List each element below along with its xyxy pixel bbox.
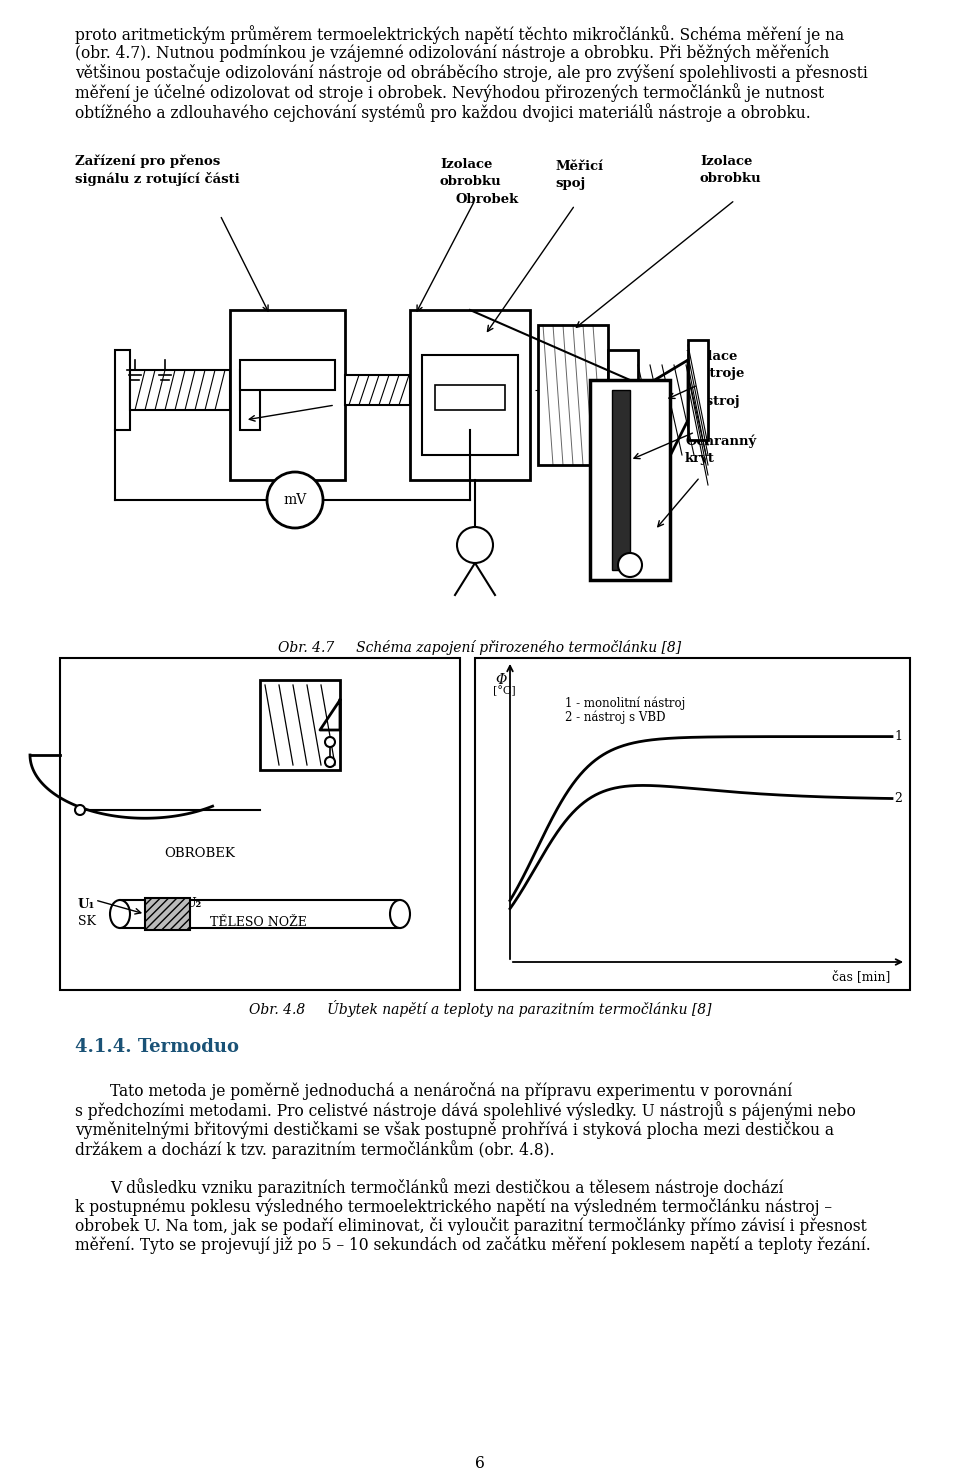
Ellipse shape [110, 899, 130, 928]
Bar [240, 370, 260, 430]
Text: nástroje: nástroje [685, 367, 745, 380]
Text: U: U [305, 709, 318, 724]
Text: k postupnému poklesu výsledného termoelektrického napětí na výsledném termočlánk: k postupnému poklesu výsledného termoele… [75, 1198, 832, 1215]
Text: Měřicí: Měřicí [555, 160, 603, 174]
Bar [422, 355, 518, 456]
Bar [612, 390, 630, 570]
Text: V důsledku vzniku parazitních termočlánků mezi destičkou a tělesem nástroje doch: V důsledku vzniku parazitních termočlánk… [110, 1178, 783, 1198]
Text: [°C]: [°C] [493, 686, 516, 696]
Bar [410, 310, 530, 479]
Text: Zařízení pro přenos: Zařízení pro přenos [75, 154, 220, 169]
Text: 1 - monolitní nástroj: 1 - monolitní nástroj [565, 696, 685, 709]
Text: mV: mV [283, 493, 306, 508]
Bar [130, 370, 230, 410]
Text: Obrobek: Obrobek [455, 193, 518, 206]
Text: Srovnávací spoje: Srovnávací spoje [155, 381, 278, 396]
Bar [240, 361, 335, 390]
Text: vyměnitelnými břitovými destičkami se však postupně prohřívá i styková plocha me: vyměnitelnými břitovými destičkami se vš… [75, 1120, 834, 1140]
Bar [115, 350, 130, 430]
Bar [260, 680, 340, 770]
Text: obrobku: obrobku [440, 175, 502, 188]
Circle shape [75, 804, 85, 815]
Bar [60, 657, 460, 990]
Text: 4.1.4. Termoduo: 4.1.4. Termoduo [75, 1037, 239, 1057]
Bar [538, 325, 608, 464]
Polygon shape [638, 361, 688, 460]
Text: spoj: spoj [555, 177, 586, 190]
Circle shape [325, 757, 335, 767]
Text: (obr. 4.7). Nutnou podmínkou je vzájemné odizolování nástroje a obrobku. Při běž: (obr. 4.7). Nutnou podmínkou je vzájemné… [75, 45, 829, 62]
Text: U₂: U₂ [185, 896, 203, 910]
Text: kryt: kryt [685, 453, 715, 464]
Text: Izolace: Izolace [700, 154, 753, 168]
Text: 6: 6 [475, 1454, 485, 1472]
Bar [60, 139, 910, 631]
Text: proto aritmetickým průměrem termoelektrických napětí těchto mikročlánků. Schéma : proto aritmetickým průměrem termoelektri… [75, 25, 844, 45]
Circle shape [325, 738, 335, 746]
Text: Obr. 4.7     Schéma zapojení přirozeného termočlánku [8]: Obr. 4.7 Schéma zapojení přirozeného ter… [278, 640, 682, 654]
Text: signálu z rotující části: signálu z rotující části [75, 172, 240, 186]
Bar [608, 350, 638, 430]
Circle shape [457, 527, 493, 562]
Text: 1: 1 [894, 730, 902, 743]
Text: držákem a dochází k tzv. parazitním termočlánkům (obr. 4.8).: držákem a dochází k tzv. parazitním term… [75, 1141, 555, 1159]
Bar [230, 310, 345, 479]
Text: s předchozími metodami. Pro celistvé nástroje dává spolehlivé výsledky. U nástro: s předchozími metodami. Pro celistvé nás… [75, 1101, 855, 1120]
Text: Izolace: Izolace [685, 350, 737, 364]
Bar [688, 340, 708, 439]
Text: čas [min]: čas [min] [831, 971, 890, 982]
Circle shape [267, 472, 323, 528]
Bar [475, 657, 910, 990]
Bar [590, 380, 670, 580]
Text: většinou postačuje odizolování nástroje od obráběcího stroje, ale pro zvýšení sp: většinou postačuje odizolování nástroje … [75, 64, 868, 82]
Text: OBROBEK: OBROBEK [164, 847, 235, 861]
Text: Nástroj: Nástroj [685, 395, 739, 408]
Text: obtížného a zdlouhavého cejchování systémů pro každou dvojici materiálů nástroje: obtížného a zdlouhavého cejchování systé… [75, 102, 811, 122]
Text: měření je účelné odizolovat od stroje i obrobek. Nevýhodou přirozených termočlán: měření je účelné odizolovat od stroje i … [75, 83, 824, 102]
Text: Ochranný: Ochranný [685, 435, 756, 448]
Bar [612, 390, 630, 570]
Text: obrobku: obrobku [700, 172, 761, 186]
Text: Obr. 4.8     Úbytek napětí a teploty na parazitním termočlánku [8]: Obr. 4.8 Úbytek napětí a teploty na para… [249, 1000, 711, 1017]
Text: obrobek U. Na tom, jak se podaří eliminovat, či vyloučit parazitní termočlánky p: obrobek U. Na tom, jak se podaří elimino… [75, 1217, 867, 1235]
Text: TĚLESO NOŽE: TĚLESO NOŽE [210, 916, 307, 929]
Circle shape [618, 554, 642, 577]
Text: Φ: Φ [495, 674, 506, 687]
Ellipse shape [390, 899, 410, 928]
Text: Izolace: Izolace [440, 157, 492, 171]
Bar [345, 375, 410, 405]
Bar [145, 898, 190, 930]
Text: SK: SK [78, 916, 96, 928]
Text: U₁: U₁ [78, 898, 95, 911]
Text: 2 - nástroj s VBD: 2 - nástroj s VBD [565, 711, 665, 724]
Text: měření. Tyto se projevují již po 5 – 10 sekundách od začátku měření poklesem nap: měření. Tyto se projevují již po 5 – 10 … [75, 1236, 871, 1254]
Bar [435, 384, 505, 410]
Text: Tato metoda je poměrně jednoduchá a nenáročná na přípravu experimentu v porovnán: Tato metoda je poměrně jednoduchá a nená… [110, 1082, 792, 1100]
Text: 2: 2 [894, 792, 901, 804]
